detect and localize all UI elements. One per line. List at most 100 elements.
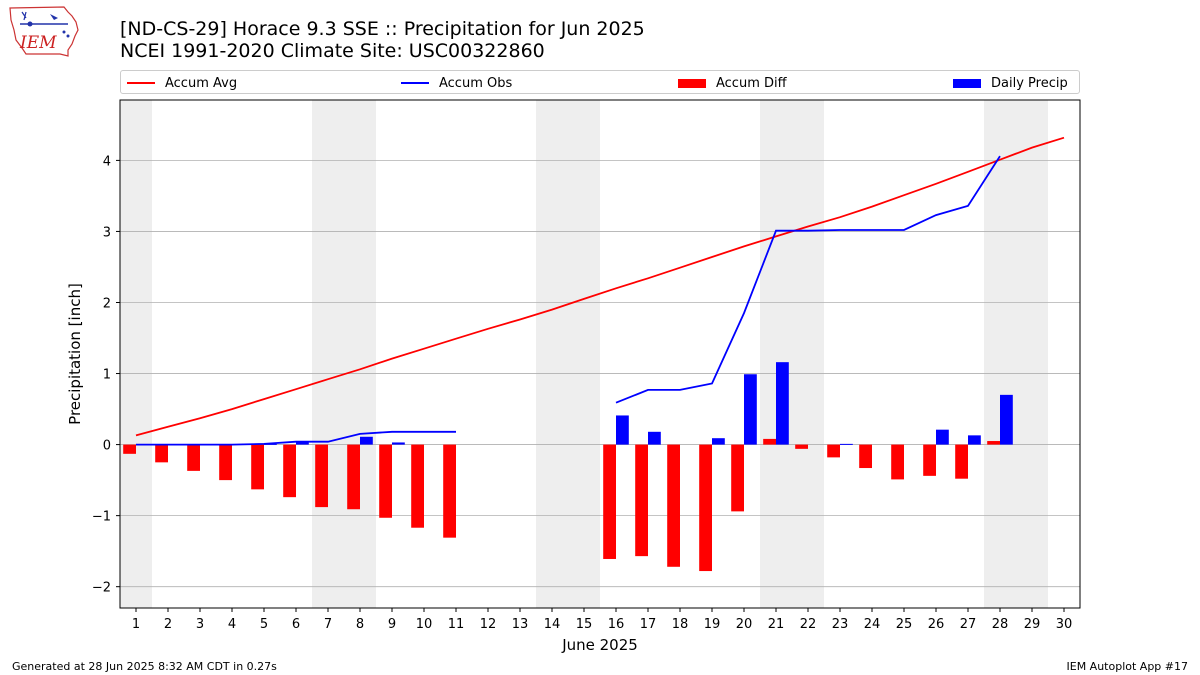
line-accum-avg-segment-0 (135, 136, 1065, 437)
bar-accum-diff-day-6 (283, 444, 296, 498)
bar-accum-diff-day-1 (123, 444, 136, 454)
x-tick-label-21: 21 (768, 617, 785, 632)
x-tick-label-28: 28 (992, 617, 1009, 632)
legend-swatch-accum-obs (401, 82, 429, 84)
plot-frame (119, 99, 1081, 609)
footer-generated: Generated at 28 Jun 2025 8:32 AM CDT in … (12, 660, 277, 673)
x-tick-label-2: 2 (164, 617, 172, 632)
y-axis-label: Precipitation [inch] (66, 283, 84, 425)
weekend-band-0 (120, 100, 152, 608)
legend-label-accum-diff: Accum Diff (716, 75, 787, 91)
chart-title: [ND-CS-29] Horace 9.3 SSE :: Precipitati… (120, 18, 645, 62)
bar-accum-diff-day-24 (859, 444, 872, 469)
x-tick-label-13: 13 (512, 617, 529, 632)
x-tick-label-17: 17 (640, 617, 657, 632)
x-tick-label-12: 12 (480, 617, 497, 632)
bar-accum-diff-day-22 (795, 444, 808, 449)
bar-accum-diff-day-18 (667, 444, 680, 567)
bar-daily-precip-day-28 (1000, 394, 1013, 445)
bar-accum-diff-day-21 (763, 438, 776, 445)
bar-accum-diff-day-8 (347, 444, 360, 510)
series-lines (135, 136, 1065, 446)
y-tick-label--2: −2 (92, 581, 111, 596)
x-tick-label-5: 5 (260, 617, 268, 632)
x-tick-label-22: 22 (800, 617, 817, 632)
x-tick-label-26: 26 (928, 617, 945, 632)
bar-accum-diff-day-9 (379, 444, 392, 518)
bar-daily-precip-day-26 (936, 429, 949, 445)
x-tick-label-3: 3 (196, 617, 204, 632)
bar-accum-diff-day-3 (187, 444, 200, 471)
x-tick-label-27: 27 (960, 617, 977, 632)
x-tick-label-16: 16 (608, 617, 625, 632)
legend-swatch-accum-diff (678, 78, 706, 88)
x-tick-label-9: 9 (388, 617, 396, 632)
bar-accum-diff-day-7 (315, 444, 328, 508)
logo-text: IEM (19, 33, 57, 53)
y-axis-ticks: −2 −1 0 1 2 3 4 (92, 154, 120, 596)
legend-item-accum-obs: Accum Obs (401, 74, 512, 92)
x-tick-label-14: 14 (544, 617, 561, 632)
bar-accum-diff-day-23 (827, 444, 840, 458)
x-tick-label-6: 6 (292, 617, 300, 632)
bar-accum-diff-day-11 (443, 444, 456, 538)
bar-daily-precip-day-6 (296, 442, 309, 445)
bar-accum-diff-day-20 (731, 444, 744, 512)
bar-daily-precip-day-9 (392, 442, 405, 445)
bar-accum-diff-day-5 (251, 444, 264, 490)
bar-daily-precip-day-17 (648, 431, 661, 445)
bar-daily-precip-day-21 (776, 362, 789, 445)
title-line-1: [ND-CS-29] Horace 9.3 SSE :: Precipitati… (120, 18, 645, 40)
x-tick-label-10: 10 (416, 617, 433, 632)
x-tick-label-1: 1 (132, 617, 140, 632)
weekend-band-3 (760, 100, 824, 608)
title-line-2: NCEI 1991-2020 Climate Site: USC00322860 (120, 40, 545, 62)
x-tick-label-11: 11 (448, 617, 465, 632)
legend-swatch-daily-precip (953, 78, 981, 88)
line-accum-obs-segment-0 (136, 430, 456, 446)
bar-accum-diff-day-25 (891, 444, 904, 480)
legend-item-daily-precip: Daily Precip (953, 74, 1068, 92)
x-axis-ticks: 1 2 3 4 5 6 7 8 9 10 11 12 13 14 15 16 17 18 19 20 21 22 23 24 2… (132, 608, 1072, 632)
y-tick-label--1: −1 (92, 510, 111, 525)
bar-daily-precip-day-19 (712, 438, 725, 445)
bar-accum-diff-day-16 (603, 444, 616, 559)
y-tick-label-4: 4 (103, 154, 111, 169)
legend-label-daily-precip: Daily Precip (991, 75, 1068, 91)
bar-accum-diff-day-17 (635, 444, 648, 557)
x-tick-label-7: 7 (324, 617, 332, 632)
legend-item-accum-avg: Accum Avg (127, 74, 237, 92)
bars (123, 362, 1013, 572)
weekend-band-1 (312, 100, 376, 608)
weekend-shading (120, 100, 1048, 608)
x-tick-label-24: 24 (864, 617, 881, 632)
bar-accum-diff-day-4 (219, 444, 232, 481)
bar-daily-precip-day-20 (744, 374, 757, 445)
bar-accum-diff-day-19 (699, 444, 712, 572)
x-tick-label-20: 20 (736, 617, 753, 632)
y-tick-label-2: 2 (103, 296, 111, 311)
iem-logo: IEM (6, 4, 82, 60)
bar-daily-precip-day-5 (264, 443, 277, 445)
x-axis-label: June 2025 (561, 636, 638, 654)
legend-swatch-accum-avg (127, 82, 155, 84)
x-tick-label-8: 8 (356, 617, 364, 632)
y-tick-label-3: 3 (103, 225, 111, 240)
bar-accum-diff-day-2 (155, 444, 168, 463)
x-tick-label-25: 25 (896, 617, 913, 632)
bar-daily-precip-day-23 (840, 443, 853, 445)
y-tick-label-0: 0 (103, 439, 111, 454)
x-tick-label-15: 15 (576, 617, 593, 632)
bar-daily-precip-day-27 (968, 435, 981, 445)
y-tick-label-1: 1 (103, 368, 111, 383)
bar-accum-diff-day-28 (987, 441, 1000, 445)
bar-accum-diff-day-10 (411, 444, 424, 528)
legend-item-accum-diff: Accum Diff (678, 74, 787, 92)
x-tick-label-23: 23 (832, 617, 849, 632)
x-tick-label-4: 4 (228, 617, 236, 632)
legend: Accum Avg Accum Obs Accum Diff Daily Pre… (120, 70, 1080, 94)
legend-label-accum-avg: Accum Avg (165, 75, 238, 91)
bar-accum-diff-day-27 (955, 444, 968, 479)
bar-accum-diff-day-26 (923, 444, 936, 476)
